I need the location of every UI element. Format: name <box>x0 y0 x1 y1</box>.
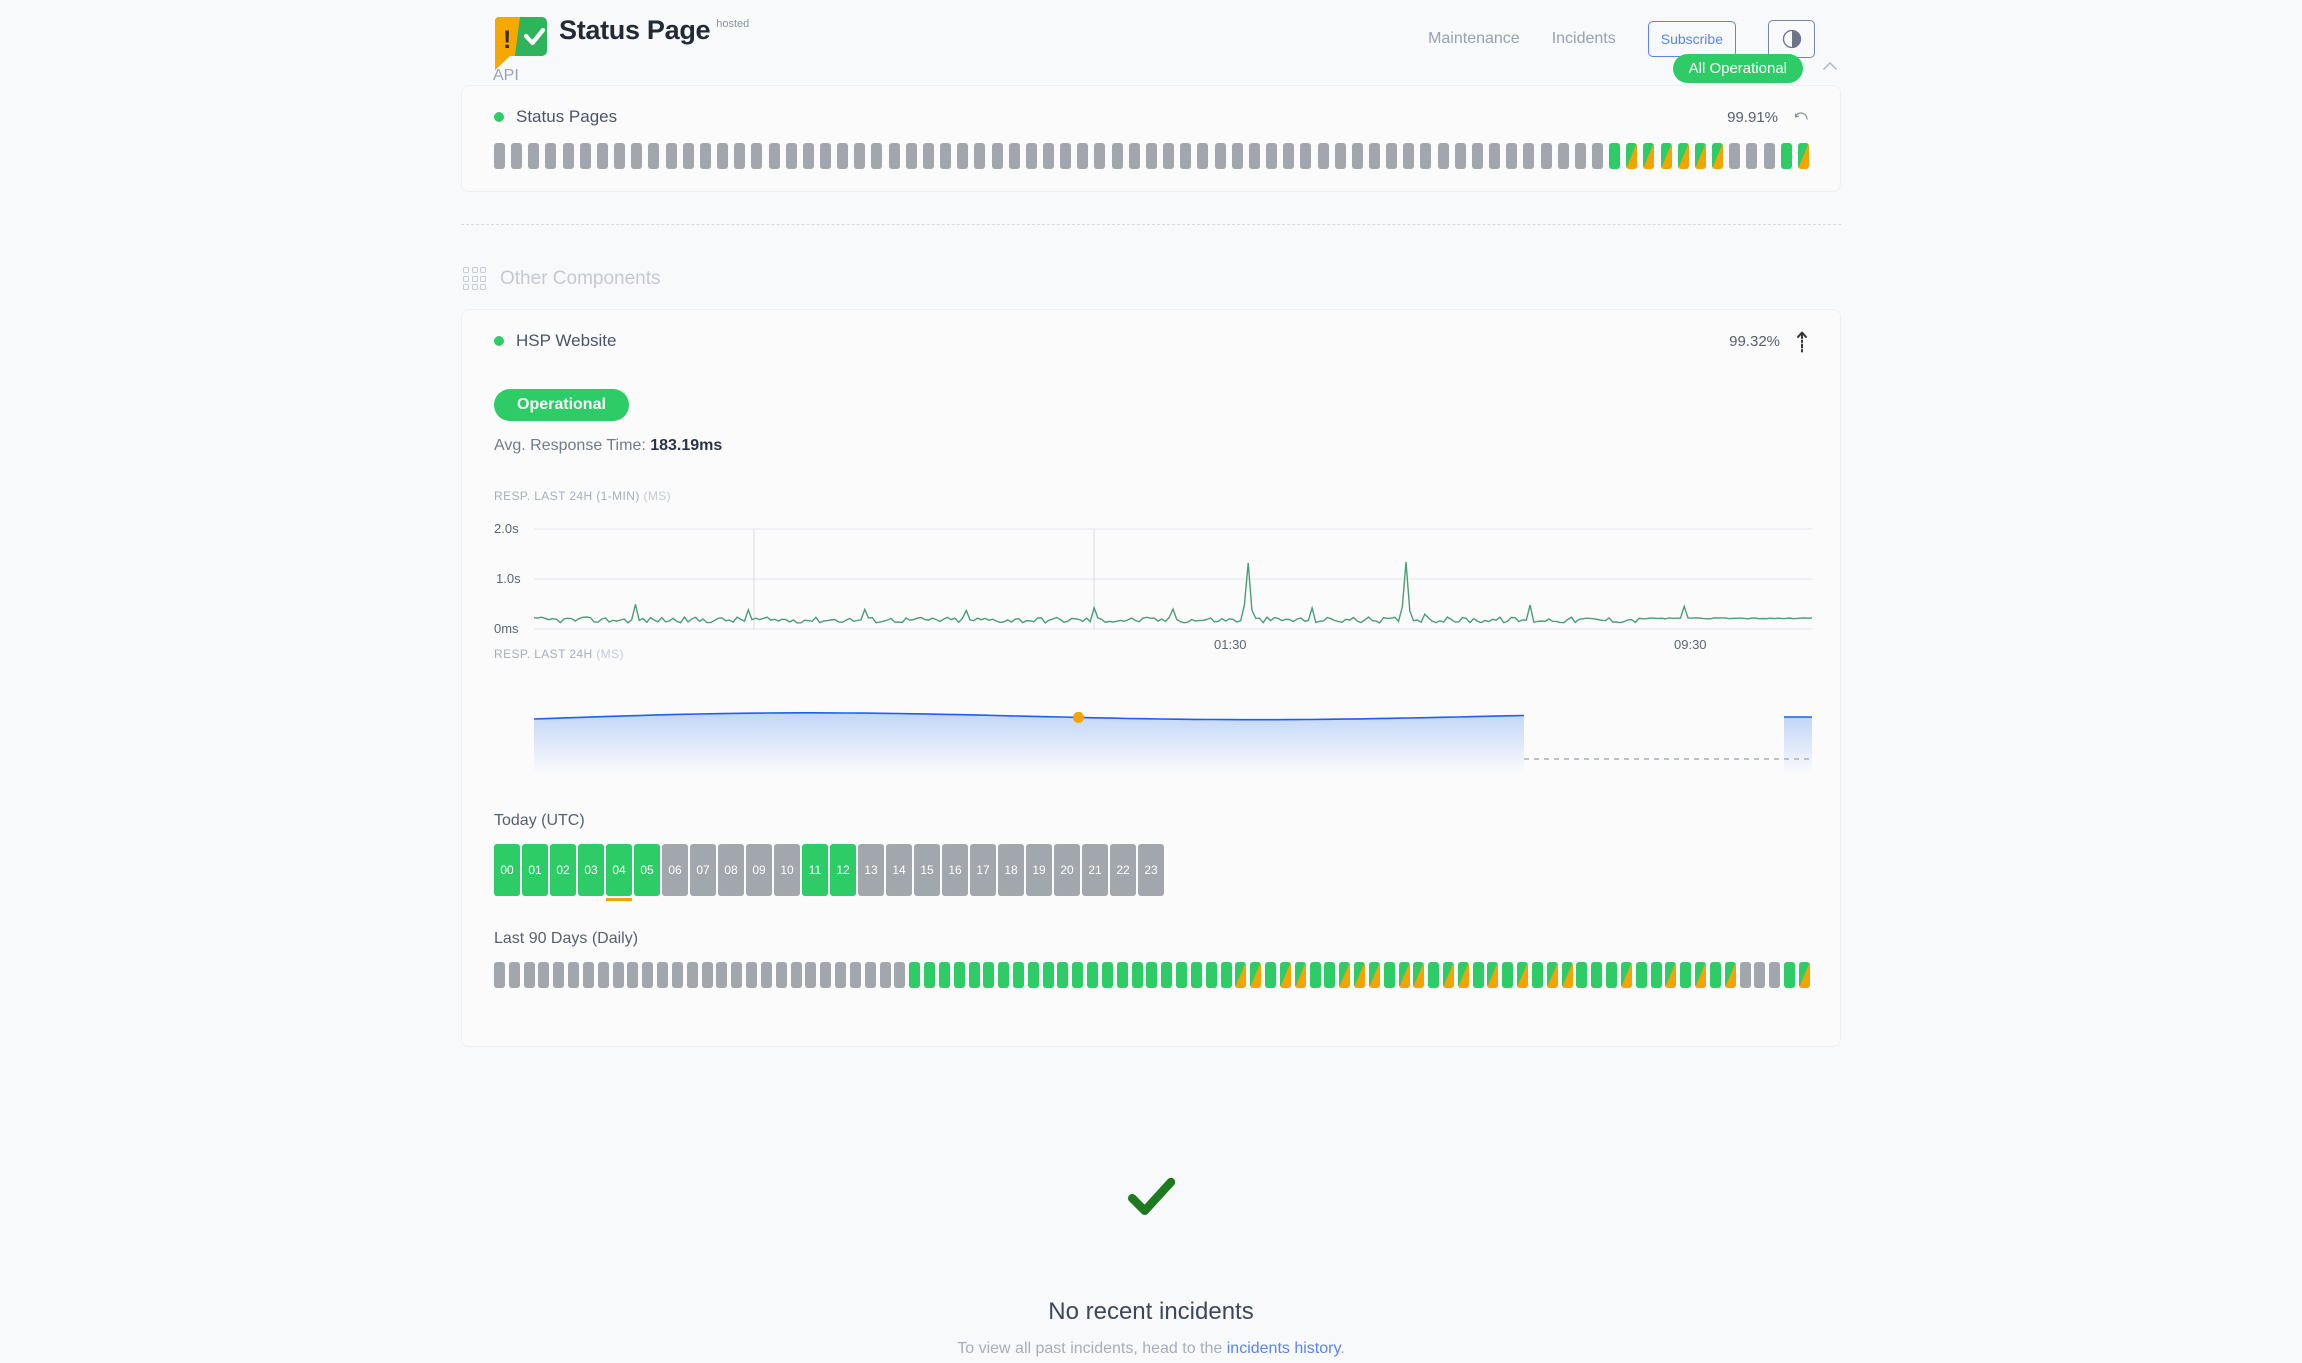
svg-text:!: ! <box>503 26 511 54</box>
svg-text:0ms: 0ms <box>494 621 519 636</box>
svg-text:1.0s: 1.0s <box>496 571 521 586</box>
svg-text:2.0s: 2.0s <box>494 521 519 536</box>
svg-text:09:30: 09:30 <box>1674 637 1707 652</box>
svg-text:01:30: 01:30 <box>1214 637 1247 652</box>
